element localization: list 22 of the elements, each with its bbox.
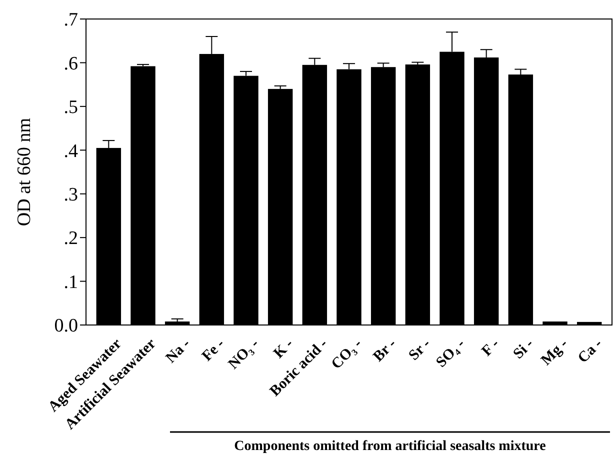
x-tick-label: SO₄ - xyxy=(433,336,468,371)
y-tick-label: 0.0 xyxy=(54,316,78,337)
x-tick-label: Fe - xyxy=(199,336,228,365)
x-tick-label: Ca - xyxy=(575,336,606,366)
x-tick-label: K - xyxy=(270,336,297,362)
x-tick-label: Mg - xyxy=(538,336,572,369)
y-tick-label: .2 xyxy=(64,228,78,250)
x-tick-label: Br - xyxy=(370,336,400,366)
x-tick-label: F - xyxy=(479,336,503,360)
y-tick-label: .1 xyxy=(64,272,78,293)
y-axis-title: OD at 660 nm xyxy=(14,118,35,226)
x-tick-label: NO₃ - xyxy=(226,336,262,373)
x-tick-label: Si - xyxy=(510,336,537,362)
x-tick-label: Sr - xyxy=(406,336,434,364)
y-tick-label: .4 xyxy=(64,140,78,162)
x-tick-label: Na - xyxy=(163,336,194,366)
text: Components omitted from artificial seasalts mixture xyxy=(234,439,546,454)
y-tick-label: .5 xyxy=(64,97,78,118)
y-tick-label: .7 xyxy=(64,10,78,31)
y-tick-label: .6 xyxy=(64,53,78,74)
y-tick-label: .3 xyxy=(64,184,78,206)
x-tick-label: CO₃ - xyxy=(328,336,366,373)
